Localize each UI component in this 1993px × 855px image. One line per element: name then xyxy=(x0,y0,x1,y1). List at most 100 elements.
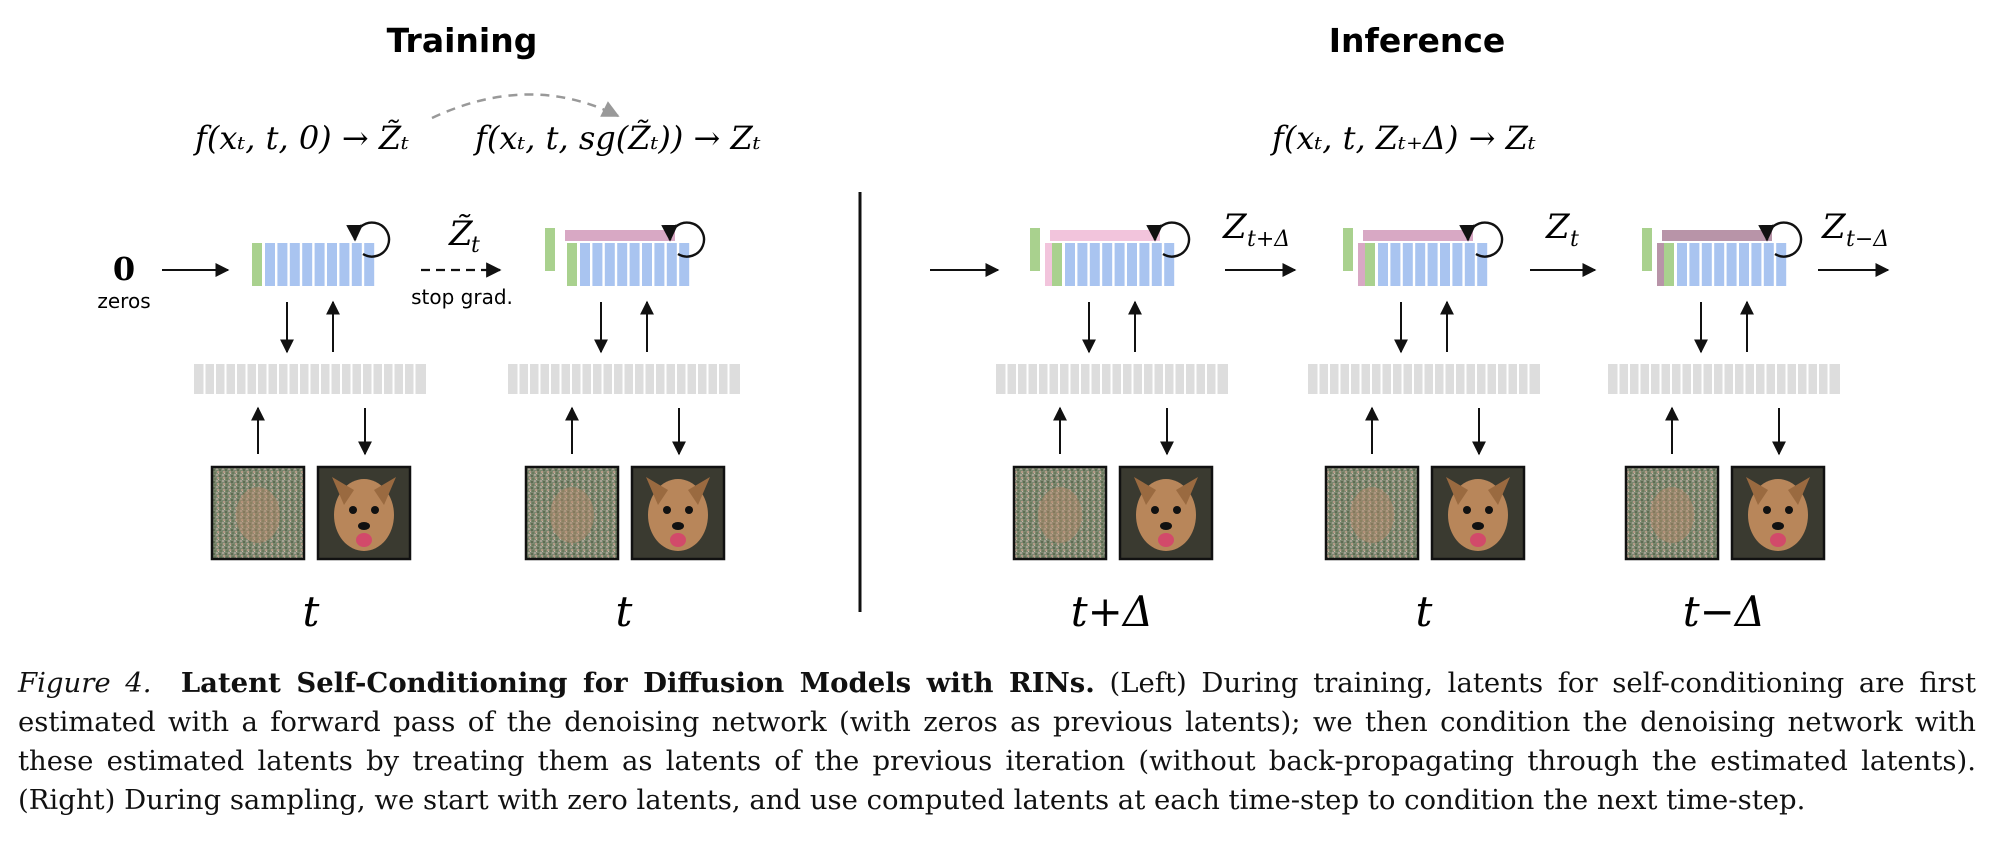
latent-bar-infer-1 xyxy=(1102,243,1113,286)
noisy-image-infer-2 xyxy=(1324,465,1420,561)
dog-eye-left-train-1 xyxy=(349,506,357,514)
noisy-image-infer-3 xyxy=(1624,465,1720,561)
latent-stack-train-2 xyxy=(545,228,675,286)
dog-nose-train-1 xyxy=(358,522,370,530)
noisy-image-infer-1 xyxy=(1012,465,1108,561)
self-loop-arrow-infer-2 xyxy=(1459,221,1504,258)
latent-bar-train-2 xyxy=(654,243,665,286)
dog-eye-right-train-1 xyxy=(371,506,379,514)
latent-bar-infer-1 xyxy=(1089,243,1100,286)
latent-bar-infer-3 xyxy=(1739,243,1749,286)
self-loop-arrow-infer-1 xyxy=(1146,221,1191,258)
z-plus-label: Z xyxy=(1222,207,1248,247)
latent-bar-train-2 xyxy=(679,243,690,286)
training-formula-1: f(xₜ, t, 0) → Z̃ₜ xyxy=(193,119,409,157)
latent-bar-train-1 xyxy=(327,243,337,286)
latent-bar-train-1 xyxy=(314,243,325,286)
latent-bar-train-1 xyxy=(277,243,288,286)
latent-bar-infer-3 xyxy=(1677,243,1687,286)
latent-bar-infer-3 xyxy=(1776,243,1787,286)
latent-bar-infer-3 xyxy=(1763,243,1774,286)
dog-nose-train-2 xyxy=(672,522,684,530)
latent-stack-infer-2 xyxy=(1343,228,1473,286)
stop-grad-label: stop grad. xyxy=(411,285,513,309)
latent-bar-train-2 xyxy=(666,243,677,286)
dog-tongue-train-1 xyxy=(356,533,372,547)
latent-bar-infer-1 xyxy=(1065,243,1075,286)
noisy-dog-shape-infer-1 xyxy=(1038,487,1082,543)
latent-bar-infer-2 xyxy=(1464,243,1475,286)
latent-bar-train-2 xyxy=(604,243,615,286)
latent-bar-train-1 xyxy=(302,243,313,286)
time-label-train-2: t xyxy=(616,587,633,636)
latent-stack-infer-3 xyxy=(1642,228,1772,286)
latent-bar-infer-3 xyxy=(1714,243,1725,286)
latent-bar-infer-2 xyxy=(1477,243,1488,286)
diagram-figure: Training Inference f(xₜ, t, 0) → Z̃ₜ f(x… xyxy=(97,21,1890,636)
dog-ear-left-infer-3 xyxy=(1746,477,1768,505)
figure-caption: Figure 4. Latent Self-Conditioning for D… xyxy=(18,664,1976,820)
dog-tongue-infer-1 xyxy=(1158,533,1174,547)
noisy-dog-shape-train-2 xyxy=(550,487,594,543)
latent-bar-infer-2 xyxy=(1415,243,1426,286)
latent-bar-train-1 xyxy=(339,243,350,286)
caption-title: Latent Self-Conditioning for Diffusion M… xyxy=(180,667,1095,699)
latent-stack-train-1 xyxy=(252,243,262,286)
latent-bar-train-2 xyxy=(580,243,590,286)
training-formula-2: f(xₜ, t, sg(Z̃ₜ)) → Zₜ xyxy=(473,119,761,157)
time-label-train-1: t xyxy=(303,587,320,636)
dog-eye-left-train-2 xyxy=(663,506,671,514)
latent-bar-infer-3 xyxy=(1689,243,1700,286)
latent-bar-infer-3 xyxy=(1701,243,1712,286)
noisy-dog-shape-infer-3 xyxy=(1650,487,1694,543)
z-t-label: Z xyxy=(1545,207,1571,247)
z-minus-label: Z xyxy=(1821,207,1847,247)
latent-bar-infer-1 xyxy=(1151,243,1162,286)
latent-bar-infer-2 xyxy=(1427,243,1438,286)
latent-bar-infer-2 xyxy=(1390,243,1401,286)
latent-bar-infer-1 xyxy=(1164,243,1175,286)
zeros-label: zeros xyxy=(97,289,150,313)
z-plus-sub: t+Δ xyxy=(1247,227,1290,252)
latent-bar-infer-3 xyxy=(1751,243,1762,286)
training-title: Training xyxy=(387,21,538,60)
dog-tongue-infer-2 xyxy=(1470,533,1486,547)
zero-symbol: 0 xyxy=(113,250,135,288)
latent-bar-infer-2 xyxy=(1440,243,1450,286)
self-loop-arrow-infer-3 xyxy=(1758,221,1803,258)
noisy-image-train-2 xyxy=(524,465,620,561)
dog-ear-left-infer-2 xyxy=(1446,477,1468,505)
dog-ear-right-infer-1 xyxy=(1176,477,1198,505)
dog-eye-left-infer-3 xyxy=(1763,506,1771,514)
latent-bar-infer-1 xyxy=(1139,243,1150,286)
time-label-infer-1: t+Δ xyxy=(1071,587,1153,636)
latent-bar-infer-1 xyxy=(1127,243,1137,286)
caption-figure-label: Figure 4. xyxy=(18,667,152,699)
latent-bar-infer-1 xyxy=(1114,243,1125,286)
dog-ear-left-train-2 xyxy=(646,477,668,505)
dog-ear-left-infer-1 xyxy=(1134,477,1156,505)
dog-eye-left-infer-1 xyxy=(1151,506,1159,514)
dog-ear-right-train-1 xyxy=(374,477,396,505)
z-tilde-sub: t xyxy=(471,233,480,258)
latent-bar-train-2 xyxy=(629,243,640,286)
latent-bar-train-2 xyxy=(642,243,652,286)
latent-stack-infer-1 xyxy=(1030,228,1160,286)
dog-ear-right-train-2 xyxy=(688,477,710,505)
latent-bars-layer xyxy=(194,221,1840,561)
latent-bar-infer-2 xyxy=(1452,243,1463,286)
latent-bar-infer-2 xyxy=(1378,243,1388,286)
latent-bar-infer-1 xyxy=(1077,243,1088,286)
z-tilde-label: Z̃ xyxy=(448,214,474,254)
inference-formula: f(xₜ, t, Zₜ₊Δ) → Zₜ xyxy=(1270,119,1536,157)
dog-ear-right-infer-3 xyxy=(1788,477,1810,505)
dog-eye-left-infer-2 xyxy=(1463,506,1471,514)
self-loop-arrow-train-2 xyxy=(661,221,706,258)
reuse-estimate-arrow xyxy=(431,93,620,120)
dog-tongue-infer-3 xyxy=(1770,533,1786,547)
noisy-dog-shape-train-1 xyxy=(236,487,280,543)
latent-bar-train-2 xyxy=(592,243,603,286)
latent-bar-train-1 xyxy=(289,243,300,286)
self-loop-arrow-train-1 xyxy=(346,221,391,258)
dog-eye-right-infer-1 xyxy=(1173,506,1181,514)
